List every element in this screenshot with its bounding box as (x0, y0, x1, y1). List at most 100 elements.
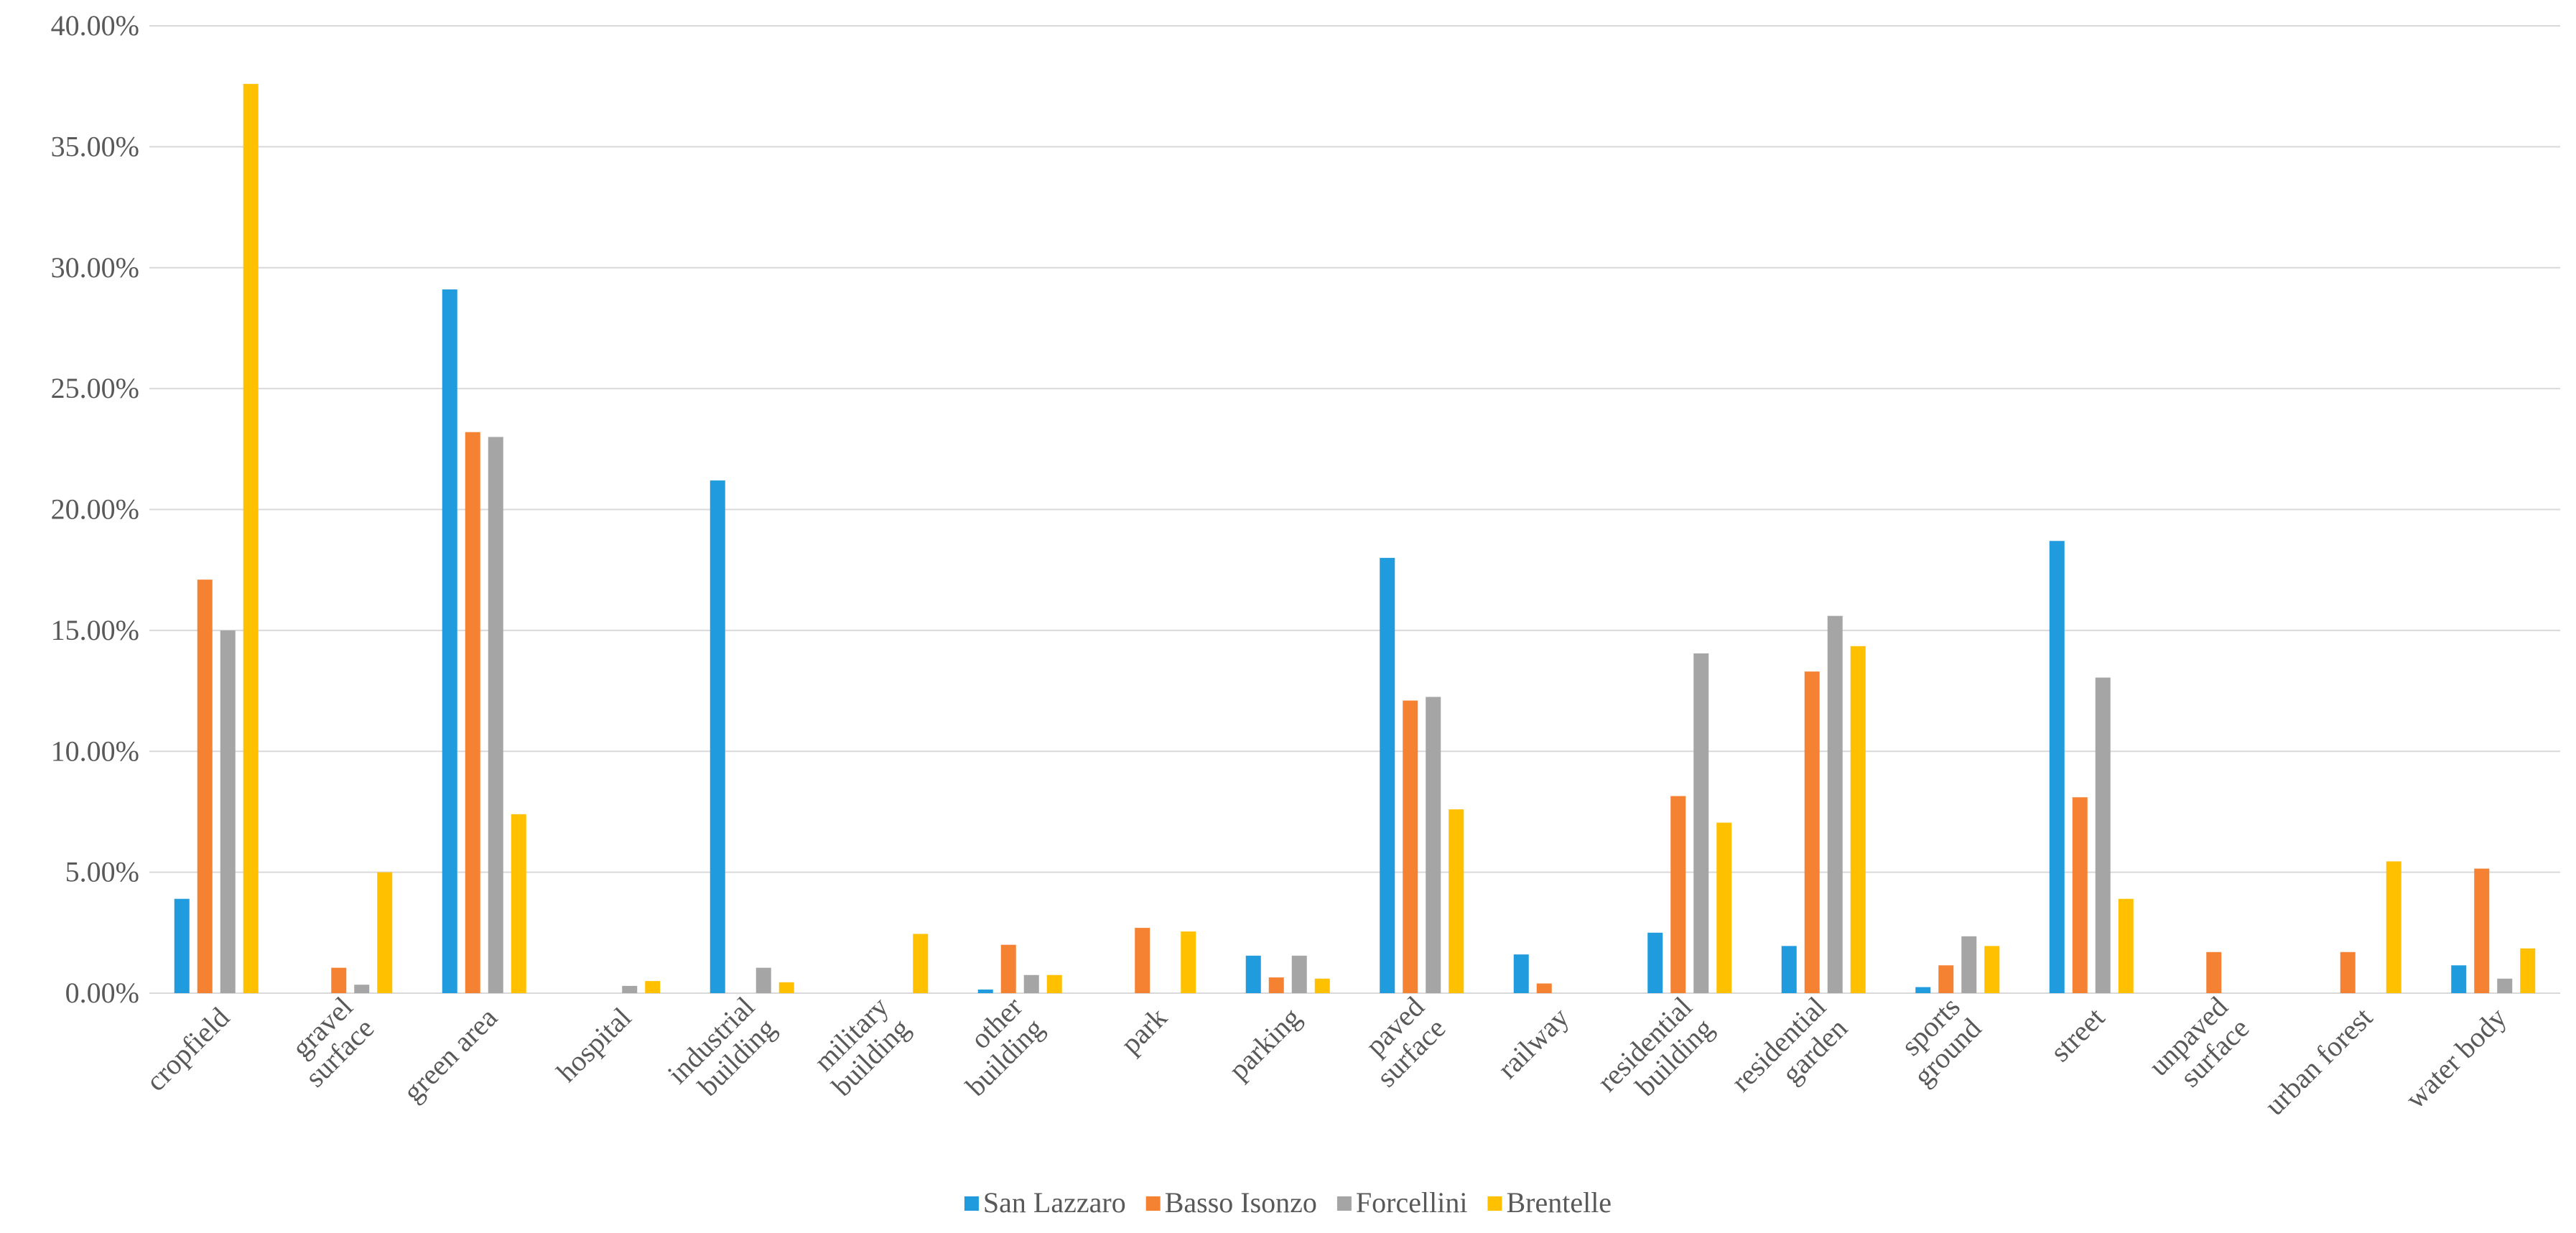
category-label-line: park (1115, 1001, 1173, 1060)
y-tick-label: 15.00% (51, 614, 139, 646)
bar-basso-isonzo (2072, 797, 2088, 993)
bar-basso-isonzo (1938, 965, 1954, 993)
bar-forcellini (1291, 955, 1307, 993)
bar-san-lazzaro (2049, 541, 2065, 993)
category-label-line: water body (2399, 1001, 2512, 1115)
y-tick-label: 30.00% (51, 251, 139, 284)
bar-basso-isonzo (2206, 951, 2222, 993)
bar-san-lazzaro (442, 289, 457, 993)
bar-brentelle (1449, 809, 1464, 993)
bar-basso-isonzo (197, 580, 213, 993)
legend-swatch (964, 1196, 979, 1211)
bar-san-lazzaro (977, 989, 993, 993)
legend-label: Brentelle (1506, 1186, 1612, 1219)
bar-forcellini (1961, 936, 1977, 993)
category-label: water body (2399, 1001, 2512, 1115)
bar-basso-isonzo (331, 967, 347, 993)
bar-san-lazzaro (174, 898, 190, 993)
bar-brentelle (778, 982, 794, 993)
bar-basso-isonzo (1536, 983, 1552, 993)
y-tick-label: 5.00% (65, 856, 139, 888)
y-tick-label: 20.00% (51, 493, 139, 526)
bar-brentelle (2118, 898, 2134, 993)
bar-san-lazzaro (710, 480, 725, 993)
legend-swatch (1336, 1196, 1352, 1211)
bar-san-lazzaro (1380, 557, 1395, 993)
category-label: street (2044, 1001, 2111, 1068)
bar-brentelle (2386, 861, 2401, 993)
bar-brentelle (511, 814, 526, 993)
category-label-line: railway (1491, 1001, 1575, 1085)
bar-san-lazzaro (1647, 932, 1663, 993)
category-label: cropfield (139, 1001, 236, 1097)
bar-basso-isonzo (1135, 928, 1150, 993)
y-axis-tick-labels: 0.00% 5.00% 10.00% 15.00% 20.00% 25.00% 30.00%… (51, 9, 139, 1009)
bar-basso-isonzo (465, 432, 480, 993)
bar-san-lazzaro (1781, 946, 1797, 993)
category-label: park (1115, 1001, 1173, 1060)
bar-san-lazzaro (2451, 965, 2467, 993)
category-label: parking (1222, 1001, 1307, 1086)
bar-brentelle (1314, 978, 1330, 993)
bar-san-lazzaro (1513, 954, 1529, 993)
bar-basso-isonzo (1403, 700, 1418, 993)
bar-forcellini (488, 437, 503, 993)
legend-label: Forcellini (1356, 1186, 1468, 1219)
y-tick-label: 0.00% (65, 977, 139, 1009)
gridlines (149, 25, 2560, 994)
bar-brentelle (243, 83, 259, 994)
bar-basso-isonzo (1268, 977, 1284, 993)
category-label-line: street (2044, 1001, 2111, 1068)
category-label: hospital (550, 1001, 637, 1088)
bar-basso-isonzo (1670, 796, 1686, 993)
y-tick-label: 40.00% (51, 9, 139, 42)
legend-label: Basso Isonzo (1165, 1186, 1317, 1219)
category-label-line: cropfield (139, 1001, 236, 1097)
legend-swatch (1487, 1196, 1502, 1211)
category-label: railway (1491, 1001, 1575, 1085)
bar-brentelle (377, 872, 393, 993)
category-label: green area (396, 1001, 503, 1108)
bar-forcellini (220, 630, 236, 993)
bar-forcellini (1426, 697, 1441, 993)
category-label-line: hospital (550, 1001, 637, 1088)
bar-brentelle (1046, 974, 1062, 993)
bar-san-lazzaro (1245, 955, 1261, 993)
y-tick-label: 35.00% (51, 130, 139, 162)
bar-forcellini (1827, 615, 1843, 993)
bar-basso-isonzo (1804, 671, 1820, 993)
bar-san-lazzaro (1915, 987, 1931, 993)
bar-basso-isonzo (2474, 868, 2490, 993)
category-label-line: urban forest (2258, 1001, 2379, 1122)
bar-forcellini (755, 967, 771, 993)
bars (174, 83, 2536, 994)
legend: San Lazzaro Basso Isonzo Forcellini Brentel… (964, 1186, 1612, 1219)
bar-forcellini (1693, 653, 1709, 993)
bar-brentelle (645, 981, 661, 993)
legend-swatch (1145, 1196, 1161, 1211)
bar-brentelle (913, 934, 929, 993)
bar-forcellini (2497, 978, 2513, 993)
bar-basso-isonzo (1000, 944, 1016, 993)
bar-forcellini (2095, 677, 2111, 993)
category-label-line: green area (396, 1001, 503, 1108)
bar-forcellini (354, 985, 370, 993)
bar-brentelle (1181, 931, 1196, 993)
bar-brentelle (2520, 948, 2536, 993)
bar-brentelle (1984, 946, 2000, 993)
bar-brentelle (1716, 822, 1732, 993)
bar-forcellini (622, 985, 638, 993)
bar-forcellini (1023, 974, 1039, 993)
legend-label: San Lazzaro (983, 1186, 1126, 1219)
bar-brentelle (1850, 646, 1866, 993)
